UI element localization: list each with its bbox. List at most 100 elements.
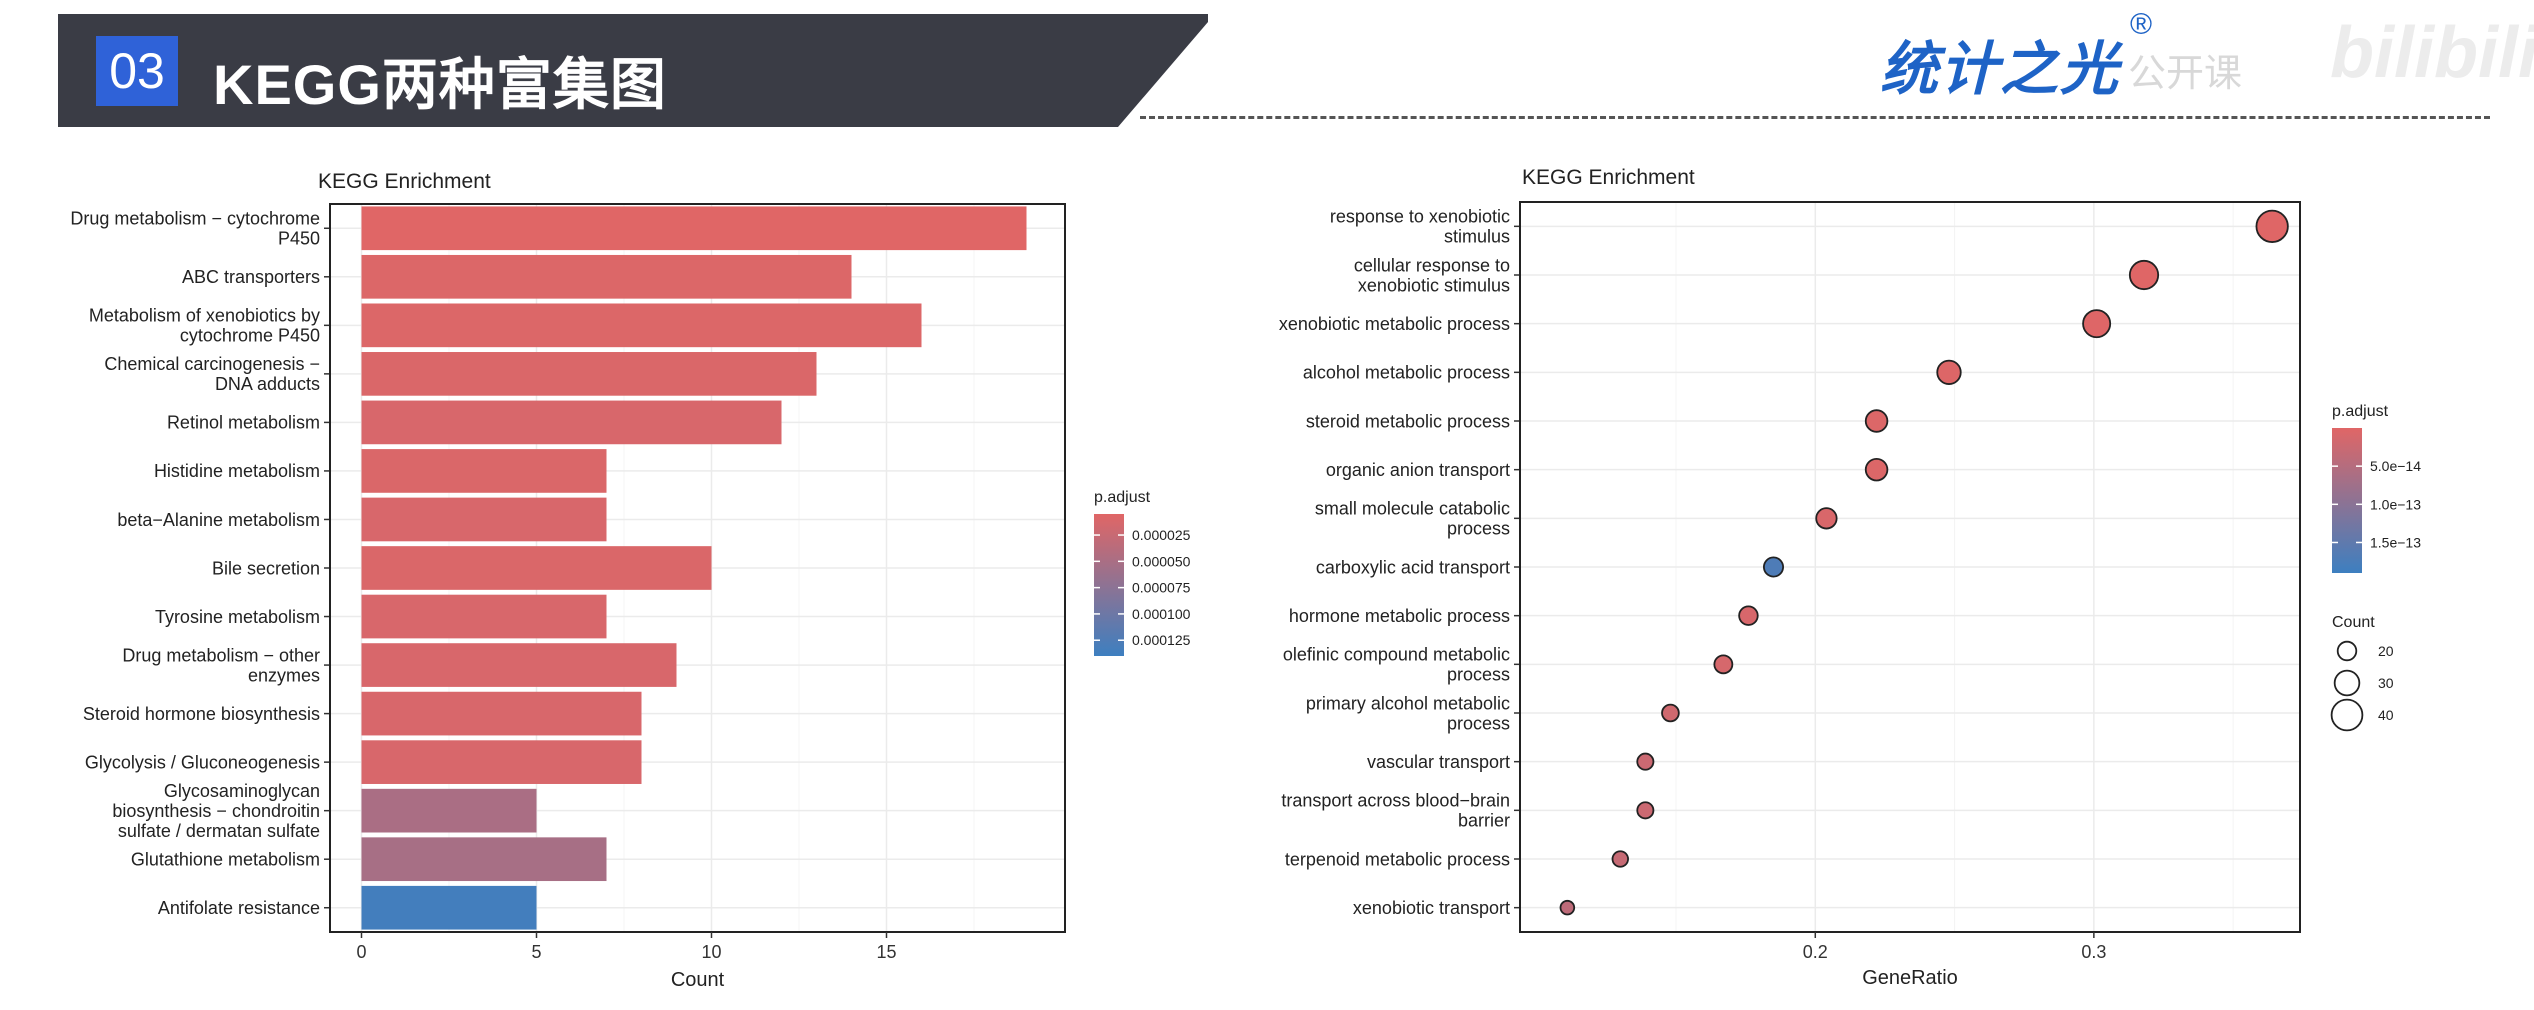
registered-mark: ® bbox=[2130, 8, 2153, 41]
legend-label: 0.000050 bbox=[1132, 553, 1191, 569]
bilibili-watermark: bilibili bbox=[2330, 13, 2534, 93]
bar-chart: Drug metabolism − cytochrome P450 ABC tran… bbox=[70, 203, 1191, 991]
y-tick-label: organic anion transport bbox=[1326, 460, 1510, 480]
y-tick-label: small molecule catabolic process bbox=[1315, 499, 1510, 539]
data-point bbox=[1636, 752, 1655, 771]
section-title: KEGG两种富集图 bbox=[213, 53, 667, 116]
y-tick-label: Metabolism of xenobiotics by cytochrome P… bbox=[89, 306, 320, 346]
legend-label: 1.5e−13 bbox=[2370, 534, 2421, 550]
data-point bbox=[1738, 605, 1759, 626]
bar bbox=[361, 497, 607, 542]
y-tick-label: Tyrosine metabolism bbox=[155, 607, 320, 627]
bar bbox=[361, 788, 537, 833]
bar bbox=[361, 643, 677, 687]
y-tick-label: beta−Alanine metabolism bbox=[117, 510, 320, 530]
x-axis-title: GeneRatio bbox=[1862, 967, 1958, 989]
legend-label: 0.000100 bbox=[1132, 606, 1191, 622]
y-tick-label: Histidine metabolism bbox=[154, 461, 320, 481]
x-tick-label: 0.2 bbox=[1803, 942, 1828, 962]
legend-label: 0.000075 bbox=[1132, 580, 1191, 596]
y-tick-label: terpenoid metabolic process bbox=[1285, 849, 1510, 869]
dot-chart-title: KEGG Enrichment bbox=[1522, 166, 1695, 189]
bar bbox=[361, 740, 642, 784]
legend-label: 5.0e−14 bbox=[2370, 458, 2421, 474]
y-tick-label: transport across blood−brain barrier bbox=[1281, 791, 1510, 831]
legend-title: p.adjust bbox=[1094, 489, 1151, 506]
y-tick-label: cellular response to xenobiotic stimulus bbox=[1354, 255, 1510, 295]
legend-label: 0.000125 bbox=[1132, 632, 1191, 648]
y-tick-label: carboxylic acid transport bbox=[1316, 557, 1510, 577]
y-tick-label: Antifolate resistance bbox=[158, 898, 320, 918]
y-tick-label: Bile secretion bbox=[212, 558, 320, 578]
data-point bbox=[1864, 409, 1889, 433]
bar bbox=[361, 303, 922, 348]
size-legend-label: 40 bbox=[2378, 707, 2394, 723]
size-legend-circle bbox=[2333, 669, 2361, 697]
y-tick-label: Retinol metabolism bbox=[167, 413, 320, 433]
size-legend-circle bbox=[2330, 698, 2364, 732]
x-tick-label: 10 bbox=[701, 942, 721, 962]
data-point bbox=[2128, 259, 2160, 291]
data-point bbox=[1762, 556, 1785, 578]
bar-chart-title: KEGG Enrichment bbox=[318, 170, 491, 193]
legend-label: 1.0e−13 bbox=[2370, 496, 2421, 512]
data-point bbox=[1661, 703, 1680, 723]
y-tick-label: Glycolysis / Gluconeogenesis bbox=[85, 752, 320, 772]
bar bbox=[361, 546, 712, 590]
x-tick-label: 0.3 bbox=[2081, 942, 2106, 962]
color-bar bbox=[1094, 514, 1124, 656]
y-tick-label: Chemical carcinogenesis − DNA adducts bbox=[104, 354, 320, 394]
y-tick-label: xenobiotic metabolic process bbox=[1279, 314, 1510, 334]
data-point bbox=[1815, 507, 1838, 530]
y-tick-label: Drug metabolism − cytochrome P450 bbox=[70, 209, 320, 249]
data-point bbox=[1864, 457, 1889, 482]
y-tick-label: steroid metabolic process bbox=[1306, 411, 1510, 431]
y-tick-label: xenobiotic transport bbox=[1353, 898, 1510, 918]
bar bbox=[361, 449, 607, 493]
section-banner: 03 KEGG两种富集图 bbox=[58, 14, 1208, 127]
header-divider bbox=[1140, 116, 2490, 119]
plot-border bbox=[1519, 201, 2301, 933]
brand-subtext: 公开课 bbox=[2128, 53, 2243, 95]
legend-title: p.adjust bbox=[2332, 403, 2389, 420]
y-tick-label: olefinic compound metabolic process bbox=[1283, 645, 1510, 685]
y-tick-label: Steroid hormone biosynthesis bbox=[83, 704, 320, 724]
size-legend-label: 30 bbox=[2378, 675, 2394, 691]
data-point bbox=[2082, 309, 2112, 339]
bar bbox=[361, 206, 1027, 251]
size-legend-title: Count bbox=[2332, 614, 2375, 631]
bar bbox=[361, 352, 817, 396]
data-point bbox=[1559, 899, 1576, 916]
bar bbox=[361, 885, 537, 930]
data-point bbox=[1713, 654, 1734, 675]
y-tick-label: Glycosaminoglycan biosynthesis − chondroi… bbox=[112, 781, 320, 841]
x-tick-label: 0 bbox=[356, 942, 366, 962]
size-legend-label: 20 bbox=[2378, 643, 2394, 659]
plot-border bbox=[329, 203, 1066, 933]
banner-shape bbox=[58, 14, 1208, 127]
y-tick-label: ABC transporters bbox=[182, 267, 320, 287]
brand-logo: 统计之光 bbox=[1880, 37, 2121, 102]
section-number-badge: 03 bbox=[96, 36, 178, 106]
data-point bbox=[2255, 209, 2289, 243]
bar bbox=[361, 837, 607, 882]
size-legend-circle bbox=[2336, 640, 2358, 662]
y-tick-label: vascular transport bbox=[1367, 752, 1510, 772]
y-tick-label: primary alcohol metabolic process bbox=[1306, 693, 1510, 733]
dot-chart: response to xenobiotic stimulus cellular r… bbox=[1279, 201, 2421, 989]
y-tick-label: hormone metabolic process bbox=[1289, 606, 1510, 626]
y-tick-label: response to xenobiotic stimulus bbox=[1330, 207, 1510, 247]
bar bbox=[361, 254, 852, 299]
x-tick-label: 15 bbox=[876, 942, 896, 962]
bar bbox=[361, 594, 607, 639]
bar bbox=[361, 400, 782, 445]
color-bar bbox=[2332, 428, 2362, 573]
data-point bbox=[1936, 359, 1962, 385]
y-tick-label: alcohol metabolic process bbox=[1303, 363, 1510, 383]
legend-label: 0.000025 bbox=[1132, 527, 1191, 543]
y-tick-label: Glutathione metabolism bbox=[131, 850, 320, 870]
y-tick-label: Drug metabolism − other enzymes bbox=[122, 645, 320, 685]
bar bbox=[361, 691, 642, 736]
data-point bbox=[1611, 850, 1629, 868]
data-point bbox=[1636, 801, 1655, 820]
